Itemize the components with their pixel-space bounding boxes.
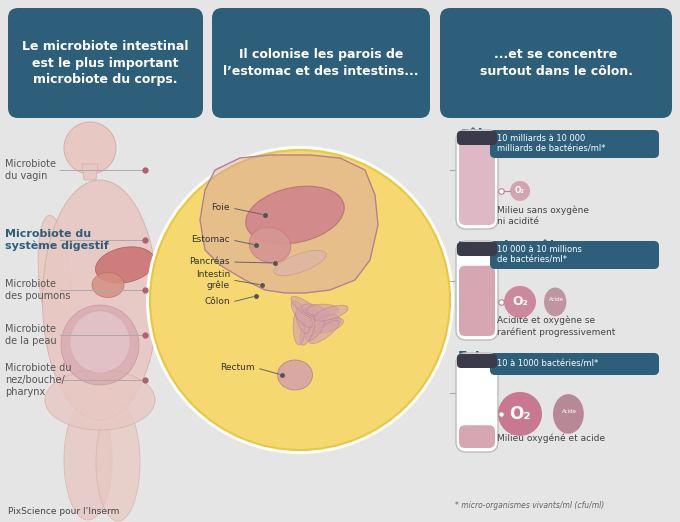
Ellipse shape <box>92 272 124 298</box>
Ellipse shape <box>95 247 154 283</box>
Text: Estomac: Estomac <box>458 350 524 364</box>
Text: Acide: Acide <box>549 298 564 302</box>
FancyBboxPatch shape <box>457 354 497 368</box>
Polygon shape <box>200 155 378 293</box>
Text: Microbiote
du vagin: Microbiote du vagin <box>5 159 56 181</box>
Ellipse shape <box>291 301 312 328</box>
Text: Rectum: Rectum <box>220 363 255 373</box>
Ellipse shape <box>553 394 584 434</box>
Text: Microbiote du
nez/bouche/
pharynx: Microbiote du nez/bouche/ pharynx <box>5 363 71 397</box>
Ellipse shape <box>70 311 130 373</box>
Circle shape <box>504 286 536 318</box>
Ellipse shape <box>291 296 321 319</box>
Text: Microbiote
des poumons: Microbiote des poumons <box>5 279 71 301</box>
Ellipse shape <box>245 186 344 244</box>
FancyBboxPatch shape <box>457 131 497 145</box>
Text: Estomac: Estomac <box>191 235 230 244</box>
FancyBboxPatch shape <box>459 425 495 448</box>
Ellipse shape <box>544 288 566 316</box>
Text: PixScience pour l’Inserm: PixScience pour l’Inserm <box>8 507 120 516</box>
Ellipse shape <box>274 251 326 276</box>
Text: 10 000 à 10 millions
de bactéries/ml*: 10 000 à 10 millions de bactéries/ml* <box>497 245 582 265</box>
FancyBboxPatch shape <box>490 130 659 158</box>
Text: Pancréas: Pancréas <box>190 257 230 267</box>
Circle shape <box>146 146 454 454</box>
Ellipse shape <box>313 314 341 326</box>
Text: Microbiote
de la peau: Microbiote de la peau <box>5 324 56 346</box>
Text: O₂: O₂ <box>512 295 528 309</box>
Circle shape <box>150 150 450 450</box>
Text: O₂: O₂ <box>515 186 525 195</box>
Text: 10 milliards à 10 000
milliards de bactéries/ml*: 10 milliards à 10 000 milliards de bacté… <box>497 134 605 153</box>
Text: Milieu oxygéné et acide: Milieu oxygéné et acide <box>497 434 605 443</box>
Text: Acide: Acide <box>562 409 577 414</box>
Ellipse shape <box>96 403 140 521</box>
Ellipse shape <box>61 305 139 385</box>
FancyBboxPatch shape <box>457 242 497 256</box>
Text: Acidité et oxygène se
raréfient progressivement: Acidité et oxygène se raréfient progress… <box>497 316 615 337</box>
Ellipse shape <box>64 400 112 520</box>
Ellipse shape <box>305 317 324 341</box>
Text: Microbiote du
système digestif: Microbiote du système digestif <box>5 229 109 251</box>
Ellipse shape <box>307 304 339 316</box>
FancyBboxPatch shape <box>456 241 498 340</box>
Text: Milieu sans oxygène
ni acidité: Milieu sans oxygène ni acidité <box>497 205 589 226</box>
Ellipse shape <box>313 318 343 333</box>
FancyBboxPatch shape <box>212 8 430 118</box>
Text: * micro-organismes vivants/ml (cfu/ml): * micro-organismes vivants/ml (cfu/ml) <box>455 501 605 509</box>
Ellipse shape <box>313 305 348 321</box>
Text: ...et se concentre
surtout dans le côlon.: ...et se concentre surtout dans le côlon… <box>479 48 632 78</box>
Text: Côlon: Côlon <box>458 128 502 142</box>
Ellipse shape <box>301 304 328 318</box>
Ellipse shape <box>293 309 305 345</box>
Text: Il colonise les parois de
l’estomac et des intestins...: Il colonise les parois de l’estomac et d… <box>223 48 419 78</box>
Circle shape <box>498 392 542 436</box>
Ellipse shape <box>296 306 310 334</box>
Circle shape <box>510 181 530 201</box>
Ellipse shape <box>300 315 315 345</box>
Text: Le microbiote intestinal
est le plus important
microbiote du corps.: Le microbiote intestinal est le plus imp… <box>22 40 189 87</box>
Text: 10 à 1000 bactéries/ml*: 10 à 1000 bactéries/ml* <box>497 360 598 369</box>
Ellipse shape <box>277 360 313 390</box>
Ellipse shape <box>309 321 339 343</box>
FancyBboxPatch shape <box>456 130 498 229</box>
Ellipse shape <box>64 122 116 174</box>
Text: Côlon: Côlon <box>205 298 230 306</box>
Text: Intestin
grêle: Intestin grêle <box>196 270 230 290</box>
Ellipse shape <box>45 370 155 430</box>
Text: Intestin grêle: Intestin grêle <box>458 240 564 254</box>
FancyBboxPatch shape <box>456 353 498 452</box>
Text: O₂: O₂ <box>509 405 531 423</box>
Ellipse shape <box>42 180 158 420</box>
Polygon shape <box>82 164 98 180</box>
FancyBboxPatch shape <box>459 266 495 336</box>
Ellipse shape <box>38 215 72 345</box>
FancyBboxPatch shape <box>440 8 672 118</box>
Text: Foie: Foie <box>211 204 230 212</box>
FancyBboxPatch shape <box>8 8 203 118</box>
FancyBboxPatch shape <box>490 241 659 269</box>
Ellipse shape <box>249 227 291 263</box>
FancyBboxPatch shape <box>459 139 495 225</box>
FancyBboxPatch shape <box>490 353 659 375</box>
